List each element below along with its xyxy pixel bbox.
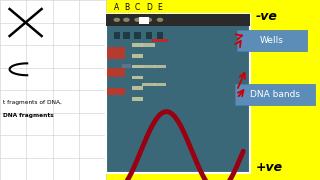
FancyBboxPatch shape <box>106 14 250 26</box>
Text: A: A <box>114 3 119 12</box>
FancyBboxPatch shape <box>157 31 163 39</box>
FancyBboxPatch shape <box>114 31 120 39</box>
FancyBboxPatch shape <box>142 43 155 47</box>
FancyBboxPatch shape <box>107 68 125 77</box>
Text: t fragments of DNA,: t fragments of DNA, <box>3 100 62 105</box>
Text: +ve: +ve <box>256 161 283 174</box>
FancyBboxPatch shape <box>237 30 307 51</box>
Text: D: D <box>146 3 152 12</box>
FancyBboxPatch shape <box>235 84 315 105</box>
Circle shape <box>124 18 129 21</box>
FancyBboxPatch shape <box>154 65 166 68</box>
FancyBboxPatch shape <box>122 64 131 68</box>
Text: C: C <box>135 3 140 12</box>
FancyBboxPatch shape <box>142 83 155 86</box>
FancyBboxPatch shape <box>152 39 168 42</box>
FancyBboxPatch shape <box>0 0 106 180</box>
FancyBboxPatch shape <box>132 65 143 68</box>
FancyBboxPatch shape <box>132 43 143 47</box>
FancyBboxPatch shape <box>132 76 143 79</box>
FancyBboxPatch shape <box>123 31 130 39</box>
Text: DNA fragments: DNA fragments <box>3 113 54 118</box>
Text: -ve: -ve <box>256 10 278 23</box>
Circle shape <box>135 18 140 21</box>
FancyBboxPatch shape <box>107 88 125 95</box>
Circle shape <box>114 18 119 21</box>
Text: Wells: Wells <box>260 36 284 45</box>
FancyBboxPatch shape <box>134 31 141 39</box>
Circle shape <box>157 18 163 21</box>
FancyBboxPatch shape <box>139 17 149 24</box>
Text: DNA bands: DNA bands <box>250 90 300 99</box>
FancyBboxPatch shape <box>132 86 143 90</box>
FancyBboxPatch shape <box>106 14 250 173</box>
Text: B: B <box>124 3 129 12</box>
FancyBboxPatch shape <box>142 65 155 68</box>
FancyBboxPatch shape <box>107 47 125 59</box>
FancyBboxPatch shape <box>146 31 152 39</box>
Circle shape <box>146 18 151 21</box>
FancyBboxPatch shape <box>132 54 143 58</box>
FancyBboxPatch shape <box>132 97 143 101</box>
Text: E: E <box>158 3 162 12</box>
FancyBboxPatch shape <box>154 83 166 86</box>
